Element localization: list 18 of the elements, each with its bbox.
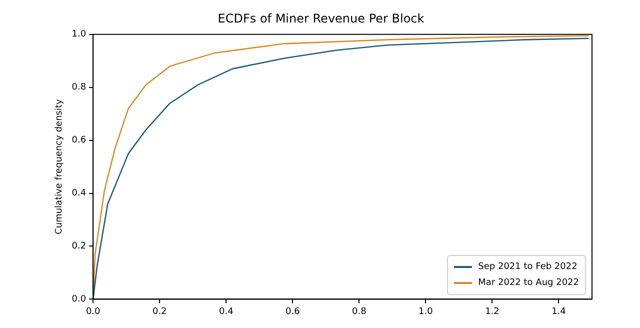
x-tick-label: 0.6 (286, 306, 300, 317)
x-tick-label: 1.2 (485, 306, 500, 317)
y-tick-label: 0.8 (72, 82, 86, 93)
x-tick-label: 1.4 (552, 306, 566, 317)
y-tick-label: 0.6 (72, 136, 86, 146)
y-tick-label: 1.0 (72, 30, 86, 40)
legend-label: Mar 2022 to Aug 2022 (478, 277, 579, 290)
x-tick-label: 1.0 (418, 306, 434, 317)
chart-title: ECDFs of Miner Revenue Per Block (218, 11, 424, 26)
y-tick-label: 0.4 (72, 188, 86, 199)
x-tick-label: 0.4 (218, 306, 234, 317)
x-tick-label: 0.2 (152, 306, 167, 317)
y-tick-label: 0.0 (72, 294, 86, 305)
x-tick-label: 0.0 (86, 306, 101, 317)
y-axis-title: Cumulative frequency density (54, 98, 65, 234)
legend-label: Sep 2021 to Feb 2022 (478, 261, 578, 274)
y-tick-label: 0.2 (72, 242, 86, 252)
x-tick-label: 0.8 (352, 306, 367, 317)
